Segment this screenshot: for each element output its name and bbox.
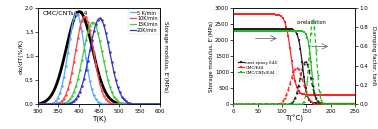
Y-axis label: Damping factor, tanδ: Damping factor, tanδ (371, 26, 376, 86)
X-axis label: T(°C): T(°C) (285, 115, 303, 122)
X-axis label: T(K): T(K) (92, 115, 106, 122)
Y-axis label: Storage modulus, E’(MPa): Storage modulus, E’(MPa) (163, 21, 168, 92)
Legend: neat epoxy E44, CMC/E44, CMC/CNTs/E44: neat epoxy E44, CMC/E44, CMC/CNTs/E44 (237, 60, 278, 76)
Y-axis label: dα/dT(%/K): dα/dT(%/K) (19, 39, 23, 74)
Y-axis label: Storage modulus, E’(MPa): Storage modulus, E’(MPa) (209, 21, 214, 92)
Text: CMC/CNTs/E44: CMC/CNTs/E44 (43, 11, 88, 16)
Legend: 5 K/min, 10K/min, 15K/min, 20K/min: 5 K/min, 10K/min, 15K/min, 20K/min (128, 9, 159, 34)
Text: α-relaxation: α-relaxation (297, 20, 327, 25)
